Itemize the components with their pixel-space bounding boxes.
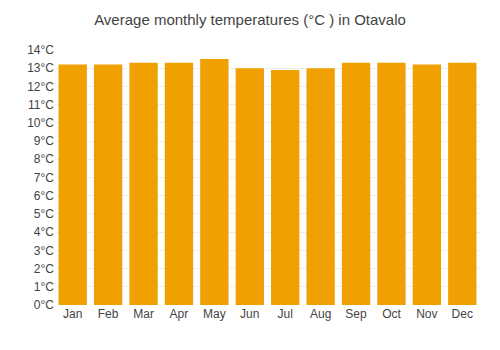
svg-text:12°C: 12°C — [27, 80, 54, 94]
svg-text:Jul: Jul — [278, 307, 293, 321]
svg-text:10°C: 10°C — [27, 116, 54, 130]
svg-text:Nov: Nov — [416, 307, 437, 321]
svg-text:3°C: 3°C — [34, 244, 54, 258]
svg-text:5°C: 5°C — [34, 207, 54, 221]
svg-text:Feb: Feb — [98, 307, 119, 321]
svg-text:0°C: 0°C — [34, 298, 54, 312]
svg-text:14°C: 14°C — [27, 43, 54, 57]
svg-text:Jan: Jan — [63, 307, 82, 321]
svg-text:Average monthly temperatures (: Average monthly temperatures (°C ) in Ot… — [94, 11, 406, 28]
svg-text:1°C: 1°C — [34, 280, 54, 294]
svg-text:9°C: 9°C — [34, 134, 54, 148]
svg-text:Sep: Sep — [345, 307, 367, 321]
svg-text:Apr: Apr — [170, 307, 189, 321]
svg-text:May: May — [203, 307, 226, 321]
svg-text:Jun: Jun — [240, 307, 259, 321]
svg-text:Oct: Oct — [382, 307, 401, 321]
svg-text:Mar: Mar — [133, 307, 154, 321]
svg-text:7°C: 7°C — [34, 171, 54, 185]
svg-text:4°C: 4°C — [34, 225, 54, 239]
svg-text:6°C: 6°C — [34, 189, 54, 203]
svg-text:13°C: 13°C — [27, 61, 54, 75]
svg-text:8°C: 8°C — [34, 152, 54, 166]
svg-text:Dec: Dec — [452, 307, 473, 321]
svg-text:Aug: Aug — [310, 307, 331, 321]
svg-text:11°C: 11°C — [28, 98, 54, 112]
svg-text:2°C: 2°C — [34, 262, 54, 276]
